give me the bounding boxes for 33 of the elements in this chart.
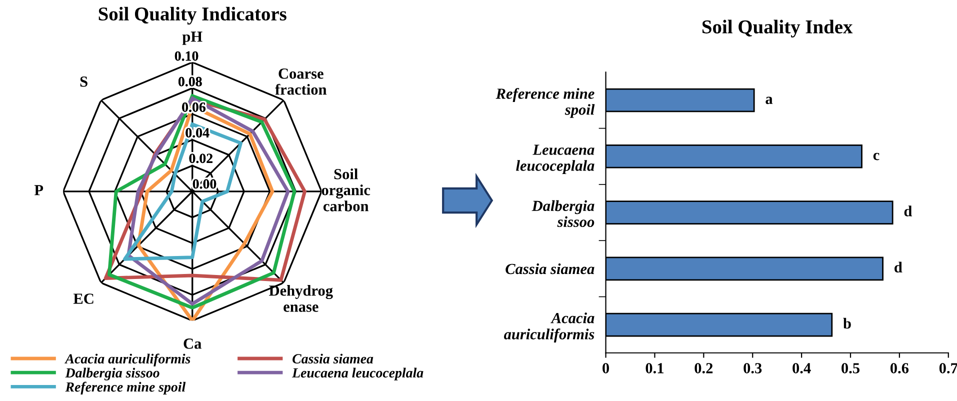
x-tick-label: 0.6 — [890, 363, 909, 374]
spoke-label: Ca — [184, 338, 202, 349]
spoke-label: Dehydrog enase — [269, 285, 333, 312]
data-label: d — [894, 262, 902, 272]
spoke-label: EC — [73, 294, 94, 304]
x-tick-label: 0.2 — [694, 363, 713, 374]
chart-title: Soil Quality Indicators — [98, 6, 286, 25]
legend-label: Reference mine spoil — [65, 382, 186, 395]
spoke-label: S — [80, 76, 88, 87]
legend-label: Cassia siamea — [292, 354, 374, 364]
data-label: c — [873, 152, 880, 160]
y-tick-label: Leucaena leucoceplala — [516, 144, 594, 174]
spoke-label: Coarse fraction — [275, 68, 327, 95]
x-tick-label: 0.3 — [744, 363, 762, 374]
spoke-label: P — [34, 185, 44, 196]
data-label: a — [766, 96, 773, 104]
data-label: d — [904, 206, 912, 216]
legend-label: Acacia auriculiformis — [64, 354, 190, 366]
x-tick-label: 0.5 — [842, 363, 860, 374]
data-label: b — [843, 318, 851, 329]
y-tick-label: Reference mine spoil — [496, 88, 595, 118]
chart-title: Soil Quality Index — [702, 20, 853, 38]
legend-label: Dalbergia sissoo — [65, 368, 160, 380]
x-tick-label: 0.4 — [792, 363, 811, 374]
y-tick-label: 0.10 — [174, 51, 198, 61]
spoke-label: pH — [182, 32, 202, 45]
x-tick-label: 0.1 — [646, 363, 664, 374]
spoke-label: Soil organic carbon — [322, 168, 370, 212]
y-tick-label: Acacia auriculiformis — [504, 312, 594, 343]
y-tick-label: Cassia siamea — [506, 263, 594, 274]
x-tick-label: 0 — [602, 363, 610, 374]
y-tick-label: Dalbergia sissoo — [532, 200, 594, 228]
legend-label: Leucaena leucoceplala — [292, 368, 424, 380]
